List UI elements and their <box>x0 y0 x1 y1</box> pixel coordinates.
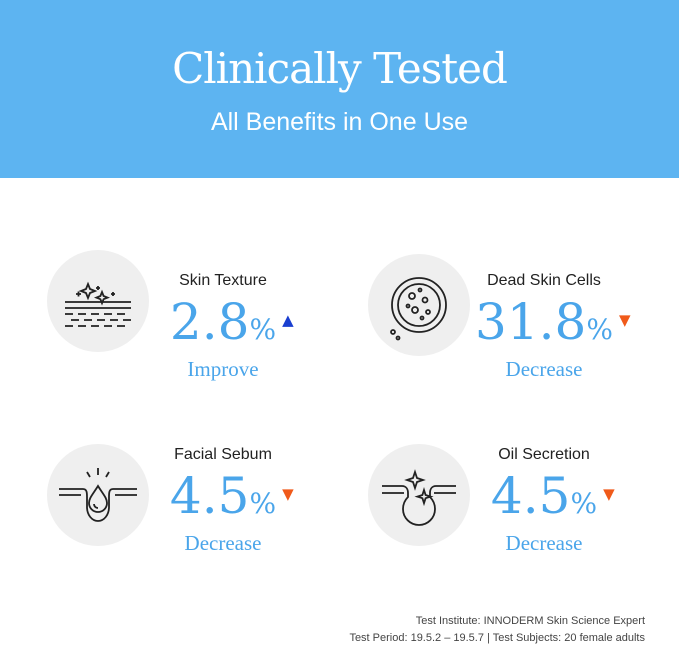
stat-value: 4.5 <box>169 467 250 525</box>
stat-oil-secretion: Oil Secretion 4.5% ▼ Decrease <box>321 444 641 574</box>
stat-facial-sebum: Facial Sebum 4.5% ▼ Decrease <box>0 444 320 574</box>
arrow-down-icon: ▼ <box>603 485 615 503</box>
arrow-down-icon: ▼ <box>618 311 631 329</box>
stat-label: Facial Sebum <box>174 446 272 463</box>
stat-value: 4.5 <box>490 467 571 525</box>
sebum-drop-icon <box>47 444 149 546</box>
arrow-up-icon: ▲ <box>282 311 294 329</box>
page-subtitle: All Benefits in One Use <box>210 108 469 136</box>
stat-change: Decrease <box>505 531 583 555</box>
stat-value: 31.8 <box>475 293 587 351</box>
arrow-down-icon: ▼ <box>282 485 294 503</box>
oil-pore-icon <box>368 444 470 546</box>
stat-change: Decrease <box>505 357 583 381</box>
footer-institute: Test Institute: INNODERM Skin Science Ex… <box>415 615 645 627</box>
stat-unit: % <box>586 313 613 346</box>
stat-label: Oil Secretion <box>498 446 590 463</box>
stat-change: Improve <box>187 357 259 381</box>
page-title: Clinically Tested <box>172 44 508 93</box>
footer-test-period: Test Period: 19.5.2 – 19.5.7 | Test Subj… <box>349 632 645 644</box>
stat-dead-skin-cells: Dead Skin Cells 31.8% ▼ Decrease <box>321 254 641 384</box>
stat-skin-texture: Skin Texture 2.8% ▲ Improve <box>0 250 320 380</box>
stat-unit: % <box>249 487 277 520</box>
stat-unit: % <box>249 313 277 346</box>
stat-label: Dead Skin Cells <box>487 272 601 289</box>
stat-unit: % <box>570 487 598 520</box>
stat-value: 2.8 <box>169 293 250 351</box>
skin-texture-icon <box>47 250 149 352</box>
stat-label: Skin Texture <box>179 272 267 289</box>
dead-skin-cells-icon <box>368 254 470 356</box>
stat-change: Decrease <box>184 531 262 555</box>
header-banner: Clinically Tested All Benefits in One Us… <box>0 0 679 178</box>
